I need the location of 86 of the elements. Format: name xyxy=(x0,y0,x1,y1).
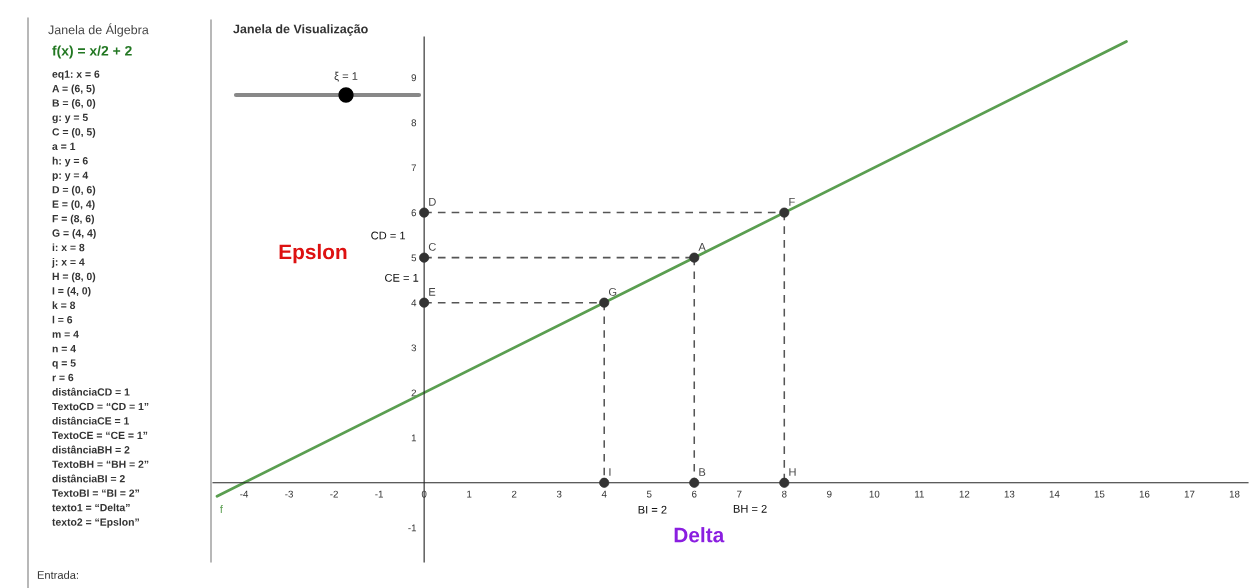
text: F = (8, 6) xyxy=(52,214,95,225)
annotation: B xyxy=(699,468,706,476)
annotation: Epslon xyxy=(279,243,347,264)
text: j: x = 4 xyxy=(51,257,85,268)
text: texto1 = “Delta” xyxy=(52,503,130,512)
text: H = (8, 0) xyxy=(52,272,96,283)
x-tick-label: 8 xyxy=(782,490,787,498)
y-tick-label: 4 xyxy=(411,299,417,307)
text: TextoBI = “BI = 2” xyxy=(52,489,140,497)
text: f(x) = x/2 + 2 xyxy=(52,45,132,59)
annotation: I xyxy=(609,468,611,476)
x-tick-label: 12 xyxy=(959,490,970,498)
x-tick-label: 6 xyxy=(692,490,697,498)
x-tick-label: -1 xyxy=(375,490,383,498)
text: distânciaCD = 1 xyxy=(52,387,130,396)
annotation: Delta xyxy=(674,527,725,543)
annotation: G xyxy=(608,287,617,296)
y-tick-label: 3 xyxy=(411,344,417,352)
annotation: BH = 2 xyxy=(733,504,767,513)
text: q = 5 xyxy=(52,359,76,369)
text: G = (4, 4) xyxy=(52,229,96,239)
text: Entrada: xyxy=(37,570,78,579)
y-tick-label: 5 xyxy=(411,254,417,262)
y-tick-label: 8 xyxy=(411,119,417,127)
y-tick-label: 6 xyxy=(411,209,417,217)
y-tick-label: 1 xyxy=(411,434,417,442)
x-tick-label: 7 xyxy=(737,490,742,498)
text: r = 6 xyxy=(52,373,74,382)
text: h: y = 6 xyxy=(52,156,88,167)
text: Janela de Visualização xyxy=(233,24,368,36)
text: distânciaBH = 2 xyxy=(52,445,130,454)
x-tick-label: 15 xyxy=(1094,490,1105,498)
text: E = (0, 4) xyxy=(52,200,95,210)
text: distânciaBI = 2 xyxy=(52,474,125,483)
x-tick-label: 11 xyxy=(915,490,924,498)
text: g: y = 5 xyxy=(52,113,88,124)
y-tick-label: 7 xyxy=(411,164,417,172)
annotation: C xyxy=(428,242,436,251)
annotation: CD = 1 xyxy=(371,231,406,240)
text: Janela de Álgebra xyxy=(48,23,149,37)
text: i: x = 8 xyxy=(52,243,85,252)
x-tick-label: 10 xyxy=(869,490,880,498)
text: TextoCD = “CD = 1” xyxy=(52,402,149,411)
x-tick-label: 0 xyxy=(421,490,427,498)
text: texto2 = “Epslon” xyxy=(52,518,139,528)
annotation: BI = 2 xyxy=(638,505,667,514)
text: distânciaCE = 1 xyxy=(52,416,129,425)
annotation: A xyxy=(698,243,706,251)
series-label: f xyxy=(219,504,223,513)
x-tick-label: 1 xyxy=(467,490,472,498)
annotation: H xyxy=(789,468,796,476)
x-tick-label: 18 xyxy=(1229,490,1240,498)
annotation: D xyxy=(429,198,436,206)
annotation: E xyxy=(429,288,436,296)
x-tick-label: 5 xyxy=(646,490,652,498)
text: A = (6, 5) xyxy=(52,84,95,95)
x-tick-label: 16 xyxy=(1139,490,1150,498)
text: C = (0, 5) xyxy=(52,127,96,138)
text: TextoCE = “CE = 1” xyxy=(52,431,148,440)
text: I = (4, 0) xyxy=(52,286,91,297)
text: a = 1 xyxy=(52,142,76,151)
x-tick-label: -3 xyxy=(285,490,293,498)
x-tick-label: 13 xyxy=(1004,490,1015,498)
x-tick-label: -2 xyxy=(330,490,338,498)
text: TextoBH = “BH = 2” xyxy=(52,460,149,468)
y-tick-label: 2 xyxy=(411,389,417,397)
x-tick-label: 4 xyxy=(601,490,607,498)
annotation: F xyxy=(789,198,795,206)
text: n = 4 xyxy=(52,345,76,353)
x-tick-label: 2 xyxy=(511,490,517,498)
text: D = (0, 6) xyxy=(52,185,96,196)
annotation: ξ = 1 xyxy=(334,71,358,82)
text: m = 4 xyxy=(52,330,79,338)
text: p: y = 4 xyxy=(52,171,89,182)
x-tick-label: 3 xyxy=(556,490,562,498)
text: l = 6 xyxy=(52,315,73,324)
y-tick-label: 9 xyxy=(411,74,417,82)
text: eq1: x = 6 xyxy=(52,70,100,80)
x-tick-label: 14 xyxy=(1049,490,1060,498)
text: k = 8 xyxy=(52,301,76,309)
annotation: CE = 1 xyxy=(385,273,419,282)
text: B = (6, 0) xyxy=(52,99,96,109)
y-tick-label: -1 xyxy=(408,524,417,532)
x-tick-label: 17 xyxy=(1184,490,1195,498)
x-tick-label: -4 xyxy=(240,490,249,498)
x-tick-label: 9 xyxy=(827,490,832,498)
